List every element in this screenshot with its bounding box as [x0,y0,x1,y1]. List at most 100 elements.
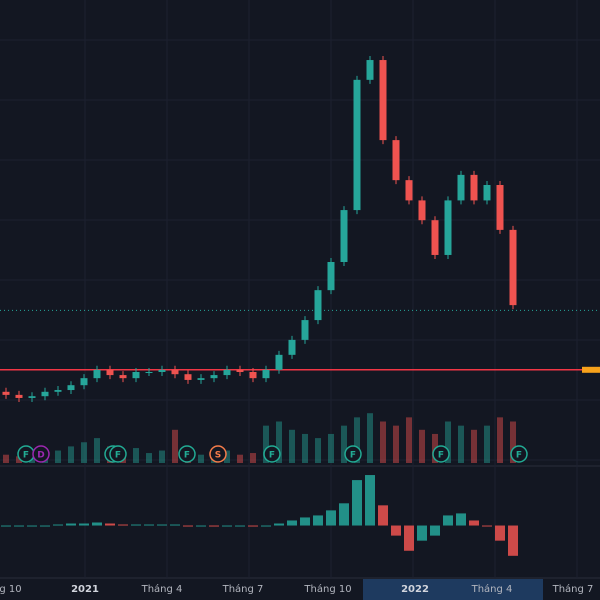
x-axis-label: 2022 [401,584,429,595]
oscillator-bar [27,525,37,527]
volume-bar [380,421,386,463]
event-marker [209,445,227,463]
oscillator-bar [1,525,11,527]
candle-body [405,180,413,201]
candle-body [457,174,465,201]
volume-bar [16,456,22,463]
volume-bar [315,438,321,463]
candle-body [509,229,517,306]
x-axis-label: Tháng 7 [222,583,264,595]
event-marker [263,445,281,463]
candle-body [80,378,88,386]
x-axis-label: Tháng 7 [552,583,594,595]
oscillator-bar [287,520,297,526]
volume-bar [471,429,477,463]
volume-bar [458,425,464,463]
event-label: F [516,451,522,461]
volume-bar [133,448,139,463]
oscillator-bar [235,525,245,527]
candle-body [15,394,23,398]
candle-body [327,262,335,291]
volume-bar [159,450,165,463]
x-axis-label: Tháng 10 [303,583,351,595]
candle-body [184,374,192,380]
volume-bar [250,453,256,463]
oscillator-bar [40,525,50,527]
candle-body [145,372,153,373]
volume-bar [341,425,347,463]
candle-body [444,200,452,255]
oscillator-bar [131,524,141,526]
candle-body [340,210,348,262]
oscillator-bar [79,523,89,526]
candle-body [379,60,387,141]
event-label: F [115,451,121,461]
volume-bar [237,454,243,463]
oscillator-bar [391,525,401,536]
volume-bar [510,421,516,463]
candle-body [132,372,140,379]
volume-bar [276,421,282,463]
candle-body [418,200,426,221]
event-label: F [23,451,29,461]
candle-body [431,220,439,255]
candle-body [353,79,361,211]
oscillator-bar [469,520,479,526]
event-label: S [215,451,221,461]
oscillator-bar [66,523,76,526]
oscillator-bar [339,503,349,526]
oscillator-bar [508,525,518,556]
event-marker [432,445,450,463]
candle-body [275,354,283,370]
candle-body [54,390,62,392]
candle-body [236,369,244,372]
candle-body [249,372,257,379]
x-axis-label: Tháng 10 [0,583,22,595]
volume-bar [3,454,9,463]
oscillator-bar [313,515,323,526]
volume-bar [393,425,399,463]
oscillator-bar [417,525,427,541]
candle-body [392,140,400,181]
candle-body [210,375,218,379]
candle-body [171,369,179,375]
volume-bar [81,442,87,463]
event-marker [178,445,196,463]
event-label: F [350,451,356,461]
oscillator-bar [495,525,505,541]
oscillator-bar [300,517,310,526]
candle-body [314,290,322,321]
oscillator-bar [183,525,193,527]
candle-body [41,391,49,397]
volume-bar [289,429,295,463]
volume-bar [354,417,360,463]
event-marker [109,445,127,463]
candle-body [496,185,504,230]
oscillator-bar [482,525,492,527]
candle-body [301,320,309,340]
candle-body [67,385,75,391]
x-axis-label: Tháng 4 [141,583,183,595]
volume-bar [172,429,178,463]
oscillator-bar [92,522,102,526]
event-label: F [438,451,444,461]
event-label: F [184,451,190,461]
event-label: F [269,451,275,461]
range-highlight [363,579,543,600]
candle-body [366,60,374,80]
oscillator-bar [170,524,180,526]
candle-body [2,391,10,395]
event-marker [510,445,528,463]
oscillator-bar [14,525,24,527]
oscillator-bar [105,523,115,526]
x-axis-label: Tháng 4 [471,583,513,595]
event-marker [344,445,362,463]
level-handle [582,366,600,373]
oscillator-bar [144,524,154,526]
volume-bar [484,425,490,463]
oscillator-bar [352,480,362,526]
oscillator-bar [456,513,466,526]
volume-bar [367,413,373,463]
volume-bar [497,417,503,463]
candle-body [470,174,478,201]
